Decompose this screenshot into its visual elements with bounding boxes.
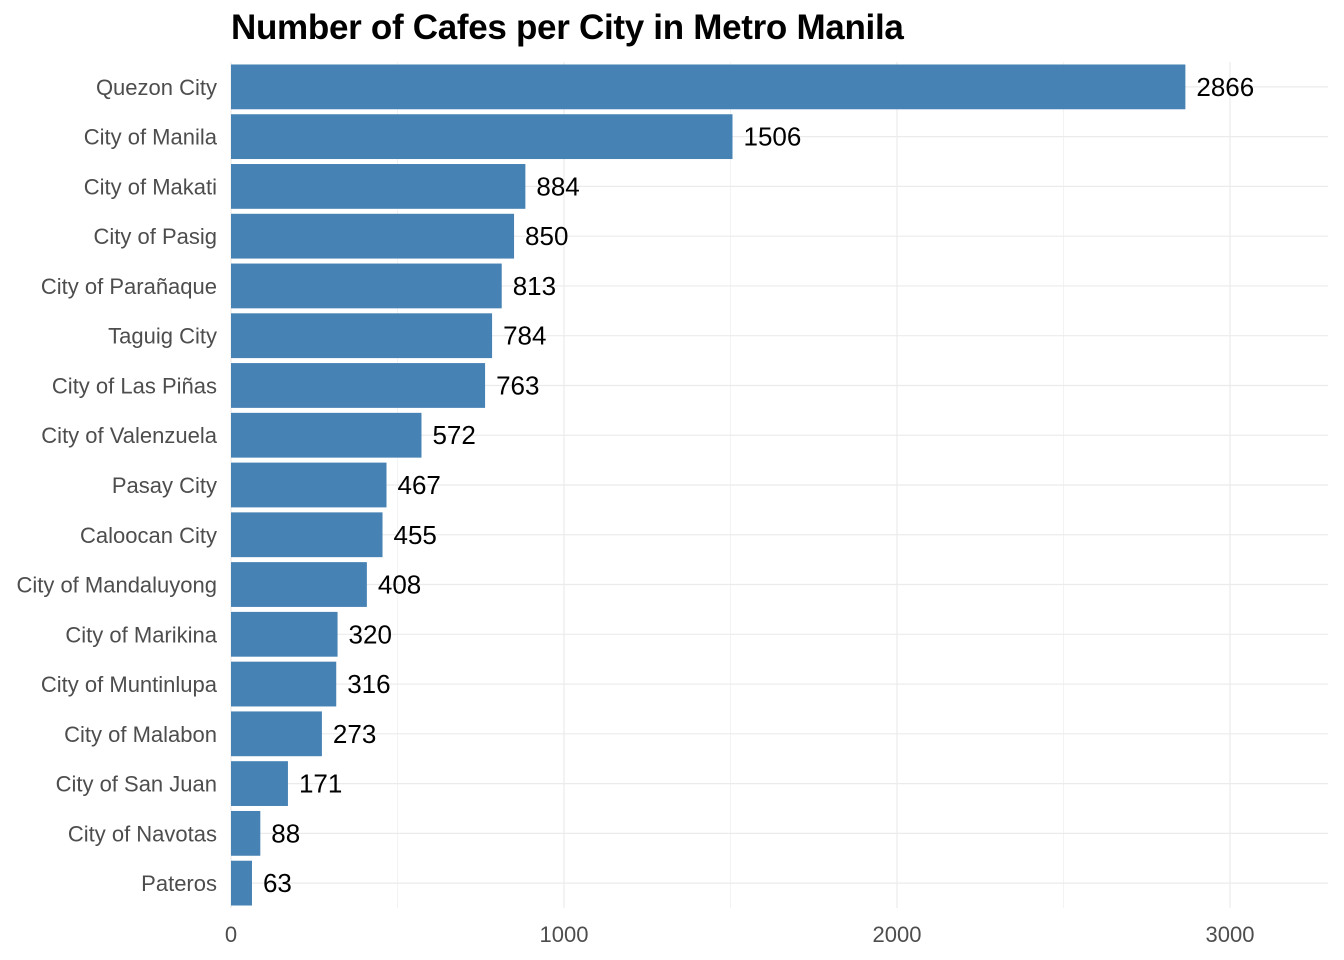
data-label: 63 [263, 868, 292, 898]
y-tick-label: City of Mandaluyong [16, 573, 217, 598]
bar [231, 611, 338, 657]
y-tick-label: City of Valenzuela [41, 423, 217, 448]
bar [231, 512, 383, 558]
y-tick-label: City of Marikina [65, 622, 217, 647]
data-label: 316 [347, 669, 390, 699]
bar [231, 114, 733, 160]
y-tick-label: City of Navotas [68, 821, 217, 846]
chart-title: Number of Cafes per City in Metro Manila [231, 8, 904, 47]
x-tick-label: 1000 [540, 922, 589, 947]
y-tick-label: City of Muntinlupa [41, 672, 218, 697]
data-label: 467 [398, 470, 441, 500]
y-tick-label: Taguig City [108, 324, 217, 349]
data-label: 850 [525, 221, 568, 251]
bars [231, 64, 1186, 906]
bar [231, 164, 526, 209]
bar [231, 661, 337, 707]
bar [231, 711, 322, 757]
y-tick-label: City of Makati [84, 174, 217, 199]
y-tick-label: City of Malabon [64, 722, 217, 747]
bar [231, 363, 486, 408]
data-label: 572 [432, 420, 475, 450]
y-tick-label: City of Parañaque [41, 274, 217, 299]
y-tick-label: Caloocan City [80, 523, 217, 548]
bar [231, 810, 261, 856]
bar [231, 313, 493, 359]
x-axis-ticks: 0 1000 2000 3000 [225, 922, 1255, 947]
bar [231, 462, 387, 508]
data-label: 813 [513, 271, 556, 301]
y-tick-label: City of Las Piñas [52, 373, 217, 398]
data-label: 884 [536, 171, 579, 201]
data-label: 320 [349, 619, 392, 649]
data-labels: 2866 1506 884 850 813 784 763 572 467 455 408 320 31… [263, 72, 1254, 898]
bar [231, 761, 288, 806]
y-axis-labels: Quezon City City of Manila City of Makati C… [16, 75, 217, 896]
data-label: 455 [394, 520, 437, 550]
x-tick-label: 0 [225, 922, 237, 947]
y-tick-label: Quezon City [96, 75, 217, 100]
y-tick-label: Pateros [141, 871, 217, 896]
data-label: 408 [378, 570, 421, 600]
x-tick-label: 2000 [873, 922, 922, 947]
bar [231, 412, 422, 458]
data-label: 2866 [1196, 72, 1254, 102]
y-tick-label: City of San Juan [56, 772, 217, 797]
bar [231, 860, 252, 906]
x-tick-label: 3000 [1206, 922, 1255, 947]
data-label: 763 [496, 370, 539, 400]
bar [231, 213, 515, 259]
bar [231, 64, 1186, 110]
bar [231, 263, 502, 309]
y-tick-label: City of Manila [84, 125, 218, 150]
data-label: 1506 [743, 122, 801, 152]
bar [231, 562, 367, 607]
y-tick-label: City of Pasig [94, 224, 218, 249]
data-label: 88 [271, 818, 300, 848]
data-label: 784 [503, 321, 546, 351]
y-tick-label: Pasay City [112, 473, 217, 498]
data-label: 273 [333, 719, 376, 749]
data-label: 171 [299, 769, 342, 799]
